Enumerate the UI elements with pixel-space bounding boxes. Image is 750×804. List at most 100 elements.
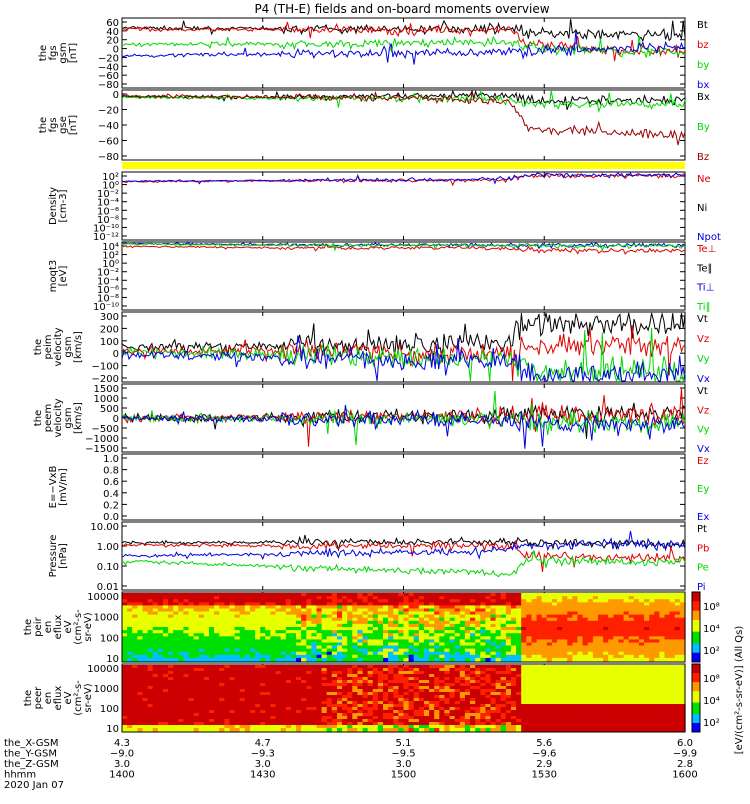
spectrogram-cell <box>398 658 404 662</box>
y-axis-label: thepeirenefluxeV(cm²-s-sr-eV) <box>23 609 94 645</box>
spectrogram-cell <box>439 658 445 662</box>
spectrogram-cell <box>480 728 486 732</box>
spectrogram-cell <box>567 658 573 662</box>
spectrogram-cell <box>357 658 363 662</box>
legend-Te∥: Te∥ <box>696 263 713 274</box>
y-axis-label-line: [eV] <box>58 266 69 287</box>
legend-Te⊥: Te⊥ <box>696 244 716 255</box>
spectrogram-cell <box>414 658 420 662</box>
spectrogram-cell <box>127 658 133 662</box>
spectrogram-cell <box>368 658 374 662</box>
legend-Ey: Ey <box>697 484 709 495</box>
legend-by: by <box>697 60 709 71</box>
legend-Bx: Bx <box>697 92 710 103</box>
spectrogram-cell <box>598 658 604 662</box>
y-axis-label: thepeerenefluxeV(cm²-s-sr-eV) <box>23 680 94 716</box>
series-peim-velocity-Vy <box>122 328 685 381</box>
spectrogram-cell <box>189 728 195 732</box>
y-axis-label: thepeemvelocitygsm[km/s] <box>33 398 84 437</box>
spectrogram-cell <box>572 728 578 732</box>
spectrogram-cell <box>608 728 614 732</box>
spectrogram-cell <box>163 658 169 662</box>
spectrogram-cell <box>158 728 164 732</box>
legend-bz: bz <box>697 40 709 51</box>
spectrogram-cell <box>460 728 466 732</box>
spectrogram-cell <box>363 728 369 732</box>
spectrogram-cell <box>501 658 507 662</box>
spectrogram-cell <box>644 658 650 662</box>
spectrogram-cell <box>378 658 384 662</box>
legend-Vz: Vz <box>697 334 709 345</box>
spectrogram-cell <box>465 658 471 662</box>
spectrogram-cell <box>547 728 553 732</box>
legend-Bz: Bz <box>697 152 709 163</box>
spectrogram-cell <box>281 728 287 732</box>
spectrogram-cell <box>562 728 568 732</box>
spectrogram-cell <box>429 728 435 732</box>
spectrogram-cell <box>455 658 461 662</box>
y-tick-label: 100 <box>100 337 119 348</box>
y-tick-label: 0.10 <box>97 562 119 573</box>
y-tick-label: −20 <box>98 106 119 117</box>
spectrogram-cell <box>613 658 619 662</box>
spectrogram-cell <box>199 728 205 732</box>
spectrogram-cell <box>578 658 584 662</box>
spectrogram-cell <box>450 658 456 662</box>
y-axis-label: thefgsgse[nT] <box>38 115 79 135</box>
spectrogram-cell <box>404 658 410 662</box>
spectrogram-cell <box>496 658 502 662</box>
spectrogram-cell <box>327 658 333 662</box>
spectrogram-cell <box>173 728 179 732</box>
spectrogram-cell <box>132 728 138 732</box>
spectrogram-cell <box>434 728 440 732</box>
legend-Pt: Pt <box>697 524 707 535</box>
spectrogram-cell <box>557 728 563 732</box>
y-tick-label: 0.2 <box>103 500 119 511</box>
spectrogram-cell <box>557 658 563 662</box>
spectrogram-cell <box>250 728 256 732</box>
spectrogram-cell <box>491 658 497 662</box>
spectrogram-cell <box>281 658 287 662</box>
spectrogram-cell <box>276 728 282 732</box>
spectrogram-cell <box>654 658 660 662</box>
spectrogram-cell <box>444 658 450 662</box>
spectrogram-cell <box>424 658 430 662</box>
spectrogram-cell <box>516 658 522 662</box>
spectrogram-cell <box>629 658 635 662</box>
y-tick-label: −80 <box>98 152 119 163</box>
legend-bx: bx <box>697 80 709 91</box>
legend-Vt: Vt <box>697 314 708 325</box>
spectrogram-cell <box>301 728 307 732</box>
spectrogram-cell <box>393 658 399 662</box>
spectrogram-cell <box>337 728 343 732</box>
y-tick-label: 100 <box>100 704 119 715</box>
y-axis-label-line: [cm-3] <box>58 189 69 222</box>
spectrogram-cell <box>496 728 502 732</box>
spectrogram-cell <box>373 728 379 732</box>
series-fgs-gse-By <box>122 91 685 111</box>
panel-frame <box>122 172 685 240</box>
spectrogram-cell <box>450 728 456 732</box>
y-axis-label-line: [km/s] <box>73 402 84 434</box>
spectrogram-cell <box>265 728 271 732</box>
spectrogram-cell <box>240 728 246 732</box>
spectrogram-cell <box>178 658 184 662</box>
spectrogram-cell <box>670 658 676 662</box>
y-tick-label: 0.8 <box>103 466 119 477</box>
spectrogram-cell <box>163 728 169 732</box>
spectrogram-cell <box>532 728 538 732</box>
spectrogram-cell <box>342 658 348 662</box>
spectrogram-cell <box>619 658 625 662</box>
spectrogram-cell <box>168 728 174 732</box>
spectrogram-cell <box>214 658 220 662</box>
spectrogram-cell <box>137 658 143 662</box>
spectrogram-cell <box>342 728 348 732</box>
spectrogram-cell <box>178 728 184 732</box>
spectrogram-cell <box>327 728 333 732</box>
y-tick-label: 10000 <box>87 664 119 675</box>
spectrogram-cell <box>619 728 625 732</box>
spectrogram-cell <box>593 728 599 732</box>
y-tick-label: 200 <box>100 324 119 335</box>
